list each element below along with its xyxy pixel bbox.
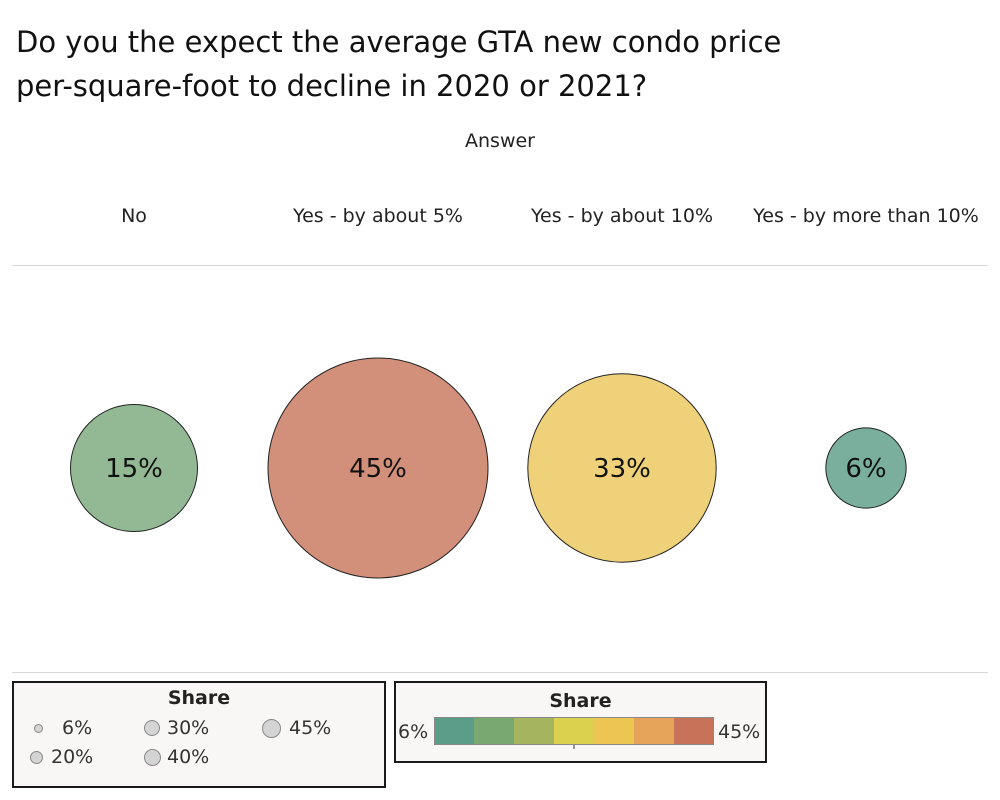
size-legend-title: Share: [167, 687, 231, 709]
header-divider: [12, 265, 988, 266]
color-ramp-segment: [634, 717, 674, 745]
size-legend-dot: [144, 720, 160, 736]
size-legend-dot: [30, 750, 43, 764]
size-legend-item: 40%: [144, 746, 209, 768]
bubble-value-label: 45%: [349, 454, 407, 484]
category-label-yes-more-10: Yes - by more than 10%: [753, 205, 979, 227]
bubble-mark[interactable]: [267, 357, 489, 579]
color-ramp-segment: [674, 717, 714, 745]
chart-title-line-1: Do you the expect the average GTA new co…: [16, 25, 782, 59]
color-ramp: [434, 717, 714, 749]
color-legend-max-label: 45%: [718, 721, 761, 743]
bubble-value-label: 6%: [845, 454, 886, 484]
category-label-yes-5: Yes - by about 5%: [293, 205, 463, 227]
size-legend-label: 40%: [167, 746, 210, 768]
bubble-mark[interactable]: [69, 403, 199, 533]
color-ramp-segment: [594, 717, 634, 745]
size-legend-dot: [34, 723, 43, 733]
bubble-mark[interactable]: [527, 373, 717, 563]
size-legend-item: 45%: [262, 717, 331, 739]
size-legend-label: 6%: [62, 717, 93, 739]
size-legend-item: 6%: [28, 717, 92, 739]
color-legend-min-label: 6%: [398, 721, 429, 743]
size-legend-dot: [262, 718, 281, 738]
color-ramp-segment: [434, 717, 474, 745]
color-ramp-border: [434, 717, 714, 745]
size-legend-label: 30%: [167, 717, 210, 739]
size-legend-dot: [144, 748, 161, 766]
bubble-mark[interactable]: [825, 427, 907, 509]
size-legend: Share 6% 30% 45% 20% 40%: [12, 681, 386, 788]
column-header-answer: Answer: [465, 130, 535, 152]
color-ramp-segment: [514, 717, 554, 745]
bubble-value-label: 33%: [593, 454, 651, 484]
chart-title: Do you the expect the average GTA new co…: [16, 20, 781, 108]
color-legend-title: Share: [549, 690, 612, 712]
size-legend-label: 45%: [289, 717, 332, 739]
size-legend-item: 30%: [144, 717, 209, 739]
color-legend: Share 6% 45%: [394, 681, 767, 763]
size-legend-item: 20%: [28, 746, 93, 768]
color-ramp-segment: [554, 717, 594, 745]
color-ramp-segment: [474, 717, 514, 745]
bubble-value-label: 15%: [105, 454, 163, 484]
category-label-yes-10: Yes - by about 10%: [530, 205, 714, 227]
category-label-no: No: [121, 205, 147, 227]
plot-bottom-divider: [12, 672, 988, 673]
size-legend-label: 20%: [51, 746, 94, 768]
chart-title-line-2: per-square-foot to decline in 2020 or 20…: [16, 69, 648, 103]
